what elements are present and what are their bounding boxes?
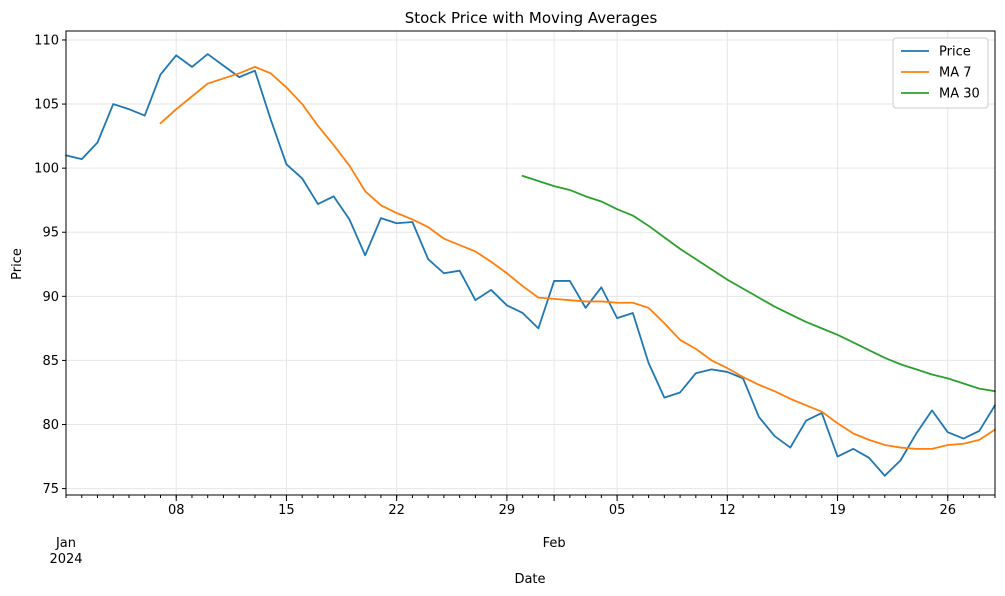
series-line-ma-30: [521, 174, 996, 393]
y-axis-label: Price: [10, 248, 25, 280]
y-tick-label: 90: [42, 290, 59, 305]
legend-label: Price: [939, 45, 971, 60]
x-tick-label: 15: [278, 503, 295, 518]
y-tick-label: 95: [42, 226, 59, 241]
x-tick-label: 22: [388, 503, 405, 518]
y-tick-label: 110: [34, 33, 59, 48]
x-tick-label: 29: [499, 503, 516, 518]
series-line-price: [65, 53, 996, 477]
x-axis-label: Date: [514, 572, 545, 587]
y-axis: 75 80 85 90 95 100 105 110: [34, 33, 66, 497]
x-month-label: Jan: [55, 536, 76, 551]
series-layer: [65, 53, 996, 477]
y-tick-label: 75: [42, 482, 59, 497]
x-month-label: Feb: [543, 536, 566, 551]
y-tick-label: 100: [34, 162, 59, 177]
legend-label: MA 30: [939, 87, 980, 102]
y-tick-label: 80: [42, 418, 59, 433]
plot-area-frame: [65, 30, 996, 496]
chart-title: Stock Price with Moving Averages: [405, 9, 658, 27]
series-line-ma-7: [159, 65, 996, 450]
x-tick-label: 05: [609, 503, 626, 518]
x-tick-label: 08: [168, 503, 185, 518]
x-tick-label: 19: [829, 503, 846, 518]
x-year-label: 2024: [49, 552, 82, 567]
legend-label: MA 7: [939, 66, 972, 81]
y-tick-label: 85: [42, 354, 59, 369]
legend-box: [892, 37, 989, 109]
x-tick-label: 26: [939, 503, 956, 518]
x-tick-label: 12: [719, 503, 736, 518]
legend: Price MA 7 MA 30: [892, 37, 989, 109]
y-tick-label: 105: [34, 98, 59, 113]
